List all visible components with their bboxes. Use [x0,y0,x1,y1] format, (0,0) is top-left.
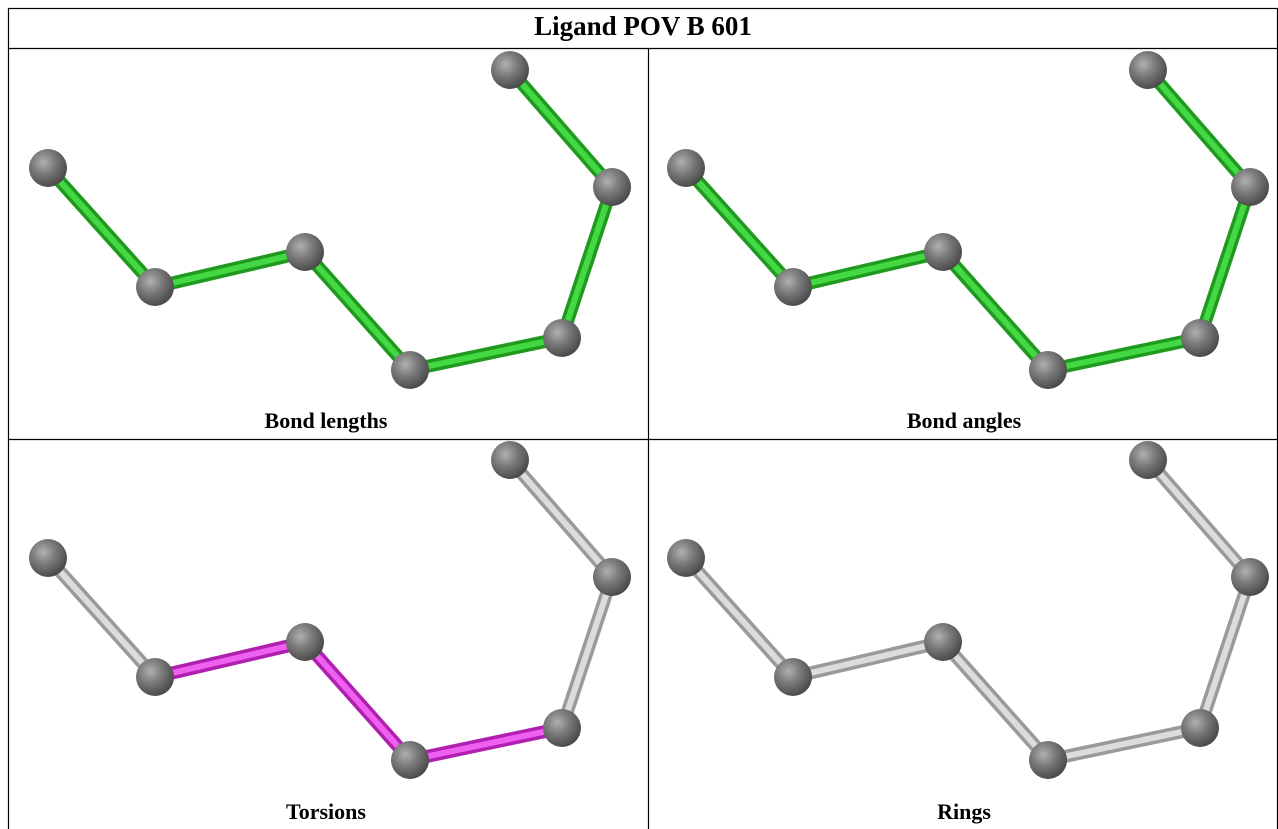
caption: Rings [937,799,991,824]
bond-highlight [1200,187,1250,338]
atom [1231,168,1269,206]
figure: Ligand POV B 601 Bond lengths Bond angle… [0,0,1278,829]
bond-highlight [943,642,1048,760]
bond-highlight [562,187,612,338]
atom [136,658,174,696]
page: Ligand POV B 601 Bond lengths Bond angle… [0,0,1278,829]
bond-highlight [686,558,793,677]
atom [1129,441,1167,479]
atom [29,149,67,187]
atom [774,268,812,306]
atom [924,233,962,271]
atom [667,539,705,577]
atom [391,741,429,779]
atom [593,168,631,206]
bond-highlight [562,577,612,728]
atom [1231,558,1269,596]
atom [593,558,631,596]
bond-highlight [155,642,305,677]
bond-highlight [410,728,562,760]
atom [136,268,174,306]
bond-highlight [1048,728,1200,760]
bond-highlight [1200,577,1250,728]
atom [1129,51,1167,89]
atom [1181,709,1219,747]
title: Ligand POV B 601 [534,11,752,41]
molecule [29,51,631,389]
atom [667,149,705,187]
bond-highlight [48,558,155,677]
atom [924,623,962,661]
caption: Torsions [286,799,366,824]
atom [543,319,581,357]
bond-highlight [510,70,612,187]
atom [491,441,529,479]
bond-highlight [305,252,410,370]
bond-highlight [1148,70,1250,187]
caption: Bond angles [907,408,1022,433]
atom [491,51,529,89]
bond-highlight [48,168,155,287]
atom [391,351,429,389]
atom [29,539,67,577]
bond-highlight [793,642,943,677]
atom [774,658,812,696]
molecule [667,51,1269,389]
bond-highlight [943,252,1048,370]
atom [286,623,324,661]
atom [1029,351,1067,389]
bond-highlight [793,252,943,287]
atom [286,233,324,271]
caption: Bond lengths [265,408,388,433]
bond-highlight [686,168,793,287]
bond-highlight [155,252,305,287]
molecule [29,441,631,779]
atom [1029,741,1067,779]
atom [1181,319,1219,357]
bond-highlight [510,460,612,577]
atom [543,709,581,747]
bond-highlight [410,338,562,370]
bond-highlight [305,642,410,760]
bond-highlight [1148,460,1250,577]
table-lines [8,9,1278,829]
bond-highlight [1048,338,1200,370]
molecule [667,441,1269,779]
